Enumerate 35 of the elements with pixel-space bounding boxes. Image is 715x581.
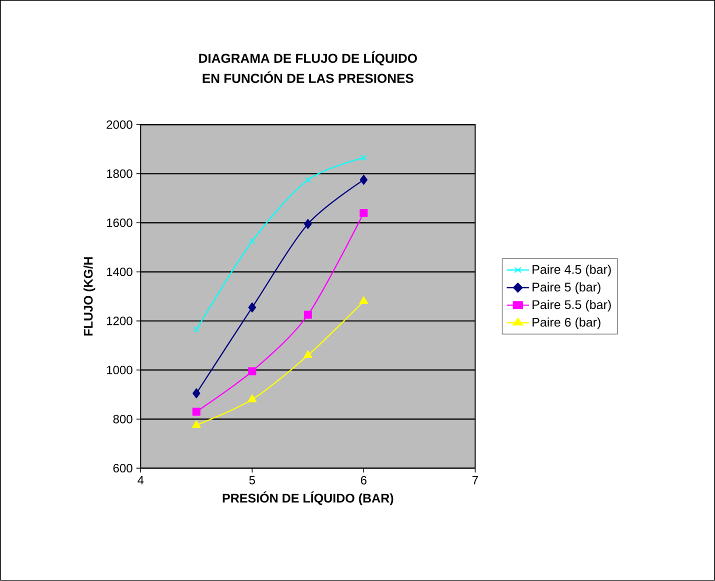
chart-title: DIAGRAMA DE FLUJO DE LÍQUIDO EN FUNCIÓN DE LAS PRESIONES	[199, 51, 417, 84]
x-tick-label: 4	[138, 476, 144, 484]
legend-label: Paire 5 (bar)	[532, 282, 600, 294]
legend-label: Paire 6 (bar)	[532, 318, 600, 330]
y-tick-label: 1400	[106, 268, 132, 276]
point	[249, 238, 256, 244]
point	[248, 394, 257, 402]
point	[192, 388, 200, 398]
y-tick-label: 2000	[106, 120, 132, 129]
point	[304, 310, 312, 319]
x-axis-title: PRESIÓN DE LÍQUIDO (BAR)	[222, 491, 394, 506]
y-tick-label: 800	[113, 414, 132, 424]
y-tick-label: 1600	[106, 218, 132, 228]
point	[193, 326, 200, 333]
y-tick-label: 1200	[106, 316, 132, 326]
x-tick-label: 5	[249, 476, 255, 484]
point	[248, 367, 256, 376]
y-tick-label: 1800	[106, 170, 132, 178]
point	[192, 408, 200, 416]
point	[360, 154, 367, 161]
y-tick-label: 600	[113, 464, 132, 473]
point	[360, 209, 368, 218]
y-axis-title: FLUJO (KG/H	[84, 257, 96, 336]
legend-label: Paire 4.5 (bar)	[532, 264, 611, 276]
point	[304, 176, 311, 183]
point	[304, 219, 312, 230]
y-tick-label: 1000	[106, 366, 132, 374]
point	[359, 296, 368, 304]
x-tick-label: 7	[472, 476, 478, 484]
point	[192, 420, 201, 428]
x-tick-label: 6	[360, 476, 366, 485]
point	[304, 350, 312, 358]
legend-label: Paire 5.5 (bar)	[532, 300, 611, 312]
point	[360, 174, 368, 185]
point	[248, 302, 256, 313]
